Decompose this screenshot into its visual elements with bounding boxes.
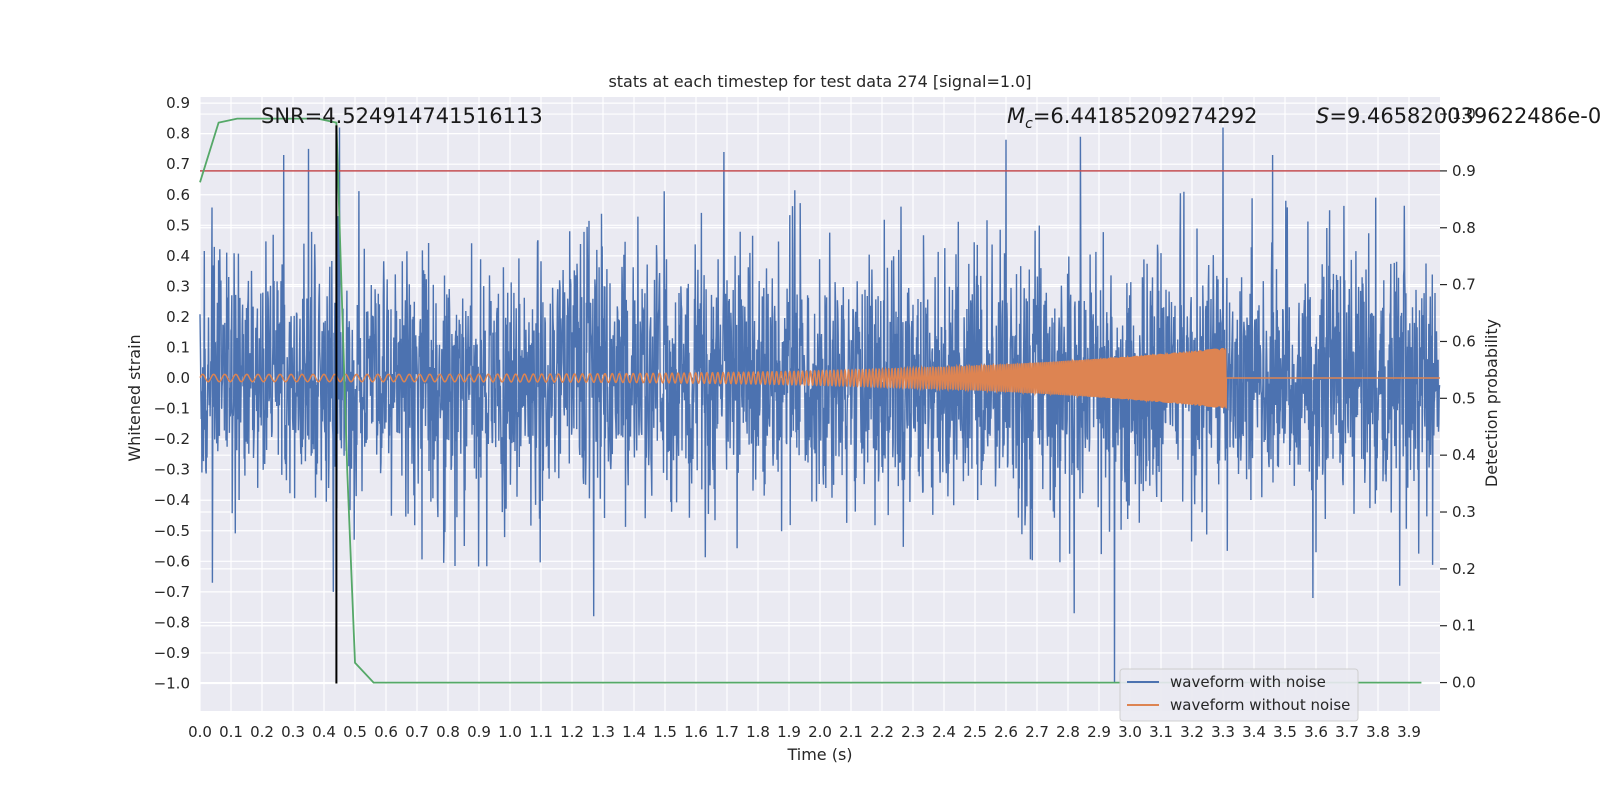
y-axis-label: Whitened strain [125, 334, 144, 461]
y-tick-label: 0.4 [166, 247, 190, 265]
x-tick-label: 0.9 [467, 723, 491, 741]
y-tick-label: −1.0 [154, 675, 190, 693]
x-tick-label: 1.6 [684, 723, 708, 741]
x-tick-label: 1.5 [653, 723, 677, 741]
x-tick-label: 2.6 [994, 723, 1018, 741]
x-tick-label: 3.9 [1397, 723, 1421, 741]
x-tick-label: 2.1 [839, 723, 863, 741]
x-tick-label: 3.5 [1273, 723, 1297, 741]
s-value: =9.465820039622486e-0 [1329, 104, 1600, 128]
x-tick-label: 3.8 [1366, 723, 1390, 741]
x-tick-label: 2.8 [1056, 723, 1080, 741]
x-tick-label: 2.0 [808, 723, 832, 741]
right-y-tick-label: 0.6 [1452, 332, 1476, 350]
legend-noisy-label: waveform with noise [1170, 673, 1326, 691]
y-tick-label: −0.3 [154, 461, 190, 479]
detection-probability-line [199, 117, 1422, 684]
x-tick-label: 1.4 [622, 723, 646, 741]
chirp-mass-symbol: M [1007, 104, 1025, 128]
x-tick-label: 0.2 [250, 723, 274, 741]
right-y-tick-label: 0.4 [1452, 446, 1476, 464]
snr-annotation: SNR=4.524914741516113 [261, 104, 543, 128]
x-axis-label: Time (s) [786, 745, 852, 764]
x-tick-label: 0.5 [343, 723, 367, 741]
right-y-tick-label: 1.0 [1452, 105, 1476, 123]
detection-probability-series [199, 117, 1422, 684]
right-y-tick-label: 0.9 [1452, 162, 1476, 180]
right-y-tick-label: 0.2 [1452, 560, 1476, 578]
x-tick-label: 2.2 [870, 723, 894, 741]
noisy-waveform-series [199, 127, 1441, 684]
right-y-tick-label: 0.0 [1452, 674, 1476, 692]
y-tick-label: −0.5 [154, 522, 190, 540]
chart-title: stats at each timestep for test data 274… [608, 72, 1031, 91]
x-tick-label: 3.4 [1242, 723, 1266, 741]
x-tick-label: 2.7 [1025, 723, 1049, 741]
x-tick-label: 3.1 [1149, 723, 1173, 741]
legend-box [1119, 668, 1359, 722]
y-tick-label: −0.9 [154, 644, 190, 662]
x-tick-label: 2.3 [901, 723, 925, 741]
y-tick-label: −0.2 [154, 430, 190, 448]
right-y-tick-label: 0.1 [1452, 617, 1476, 635]
right-y-tick-label: 0.8 [1452, 219, 1476, 237]
x-tick-label: 0.1 [219, 723, 243, 741]
x-tick-label: 0.3 [281, 723, 305, 741]
x-tick-label: 2.4 [932, 723, 956, 741]
x-tick-label: 3.6 [1304, 723, 1328, 741]
y-tick-label: 0.1 [166, 338, 190, 356]
x-tick-label: 1.9 [777, 723, 801, 741]
y-axis-ticks: 0.9 0.8 0.7 0.6 0.5 0.4 0.3 0.2 0.1 0.0 −0.1 −0.2 −0… [154, 94, 190, 692]
x-tick-label: 0.0 [188, 723, 212, 741]
x-tick-label: 1.8 [746, 723, 770, 741]
right-y-tick-label: 0.5 [1452, 389, 1476, 407]
chirp-mass-value: =6.44185209274292 [1033, 104, 1258, 128]
x-tick-label: 0.4 [312, 723, 336, 741]
right-y-tick-label: 0.7 [1452, 276, 1476, 294]
y-tick-label: −0.8 [154, 613, 190, 631]
x-tick-label: 3.0 [1118, 723, 1142, 741]
noisy-waveform-line [199, 127, 1441, 684]
x-tick-label: 3.2 [1180, 723, 1204, 741]
x-tick-label: 0.8 [436, 723, 460, 741]
x-tick-label: 2.5 [963, 723, 987, 741]
y-tick-label: 0.6 [166, 186, 190, 204]
right-y-axis-label: Detection probability [1482, 319, 1501, 487]
s-symbol: S [1316, 104, 1329, 128]
x-tick-label: 3.7 [1335, 723, 1359, 741]
x-tick-label: 1.7 [715, 723, 739, 741]
chirp-mass-subscript: c [1025, 116, 1033, 132]
s-annotation: S=9.465820039622486e-0 [1316, 104, 1600, 128]
y-tick-label: −0.6 [154, 552, 190, 570]
clean-waveform-line [199, 347, 1440, 409]
x-tick-label: 3.3 [1211, 723, 1235, 741]
x-tick-label: 0.7 [405, 723, 429, 741]
y-tick-label: −0.1 [154, 400, 190, 418]
x-tick-label: 1.0 [498, 723, 522, 741]
y-tick-label: 0.8 [166, 125, 190, 143]
right-y-axis-ticks: 1.0 0.9 0.8 0.7 0.6 0.5 0.4 0.3 0.2 0.1 0.0 [1440, 105, 1476, 692]
x-tick-label: 0.6 [374, 723, 398, 741]
y-tick-label: 0.7 [166, 155, 190, 173]
legend: waveform with noise waveform without noi… [1119, 668, 1359, 722]
y-tick-label: −0.7 [154, 583, 190, 601]
x-axis-ticks: 0.0 0.1 0.2 0.3 0.4 0.5 0.6 0.7 0.8 0.9 1.0 1.1 1.2 1… [188, 723, 1421, 741]
y-tick-label: −0.4 [154, 491, 190, 509]
legend-clean-label: waveform without noise [1170, 696, 1350, 714]
x-tick-label: 1.2 [560, 723, 584, 741]
x-tick-label: 1.3 [591, 723, 615, 741]
chirp-mass-annotation: Mc=6.44185209274292 [1007, 104, 1258, 132]
y-tick-label: 0.0 [166, 369, 190, 387]
clean-waveform-series [199, 347, 1440, 409]
x-tick-label: 2.9 [1087, 723, 1111, 741]
y-tick-label: 0.9 [166, 94, 190, 112]
y-tick-label: 0.2 [166, 308, 190, 326]
y-tick-label: 0.5 [166, 216, 190, 234]
right-y-tick-label: 0.3 [1452, 503, 1476, 521]
y-tick-label: 0.3 [166, 277, 190, 295]
x-tick-label: 1.1 [529, 723, 553, 741]
